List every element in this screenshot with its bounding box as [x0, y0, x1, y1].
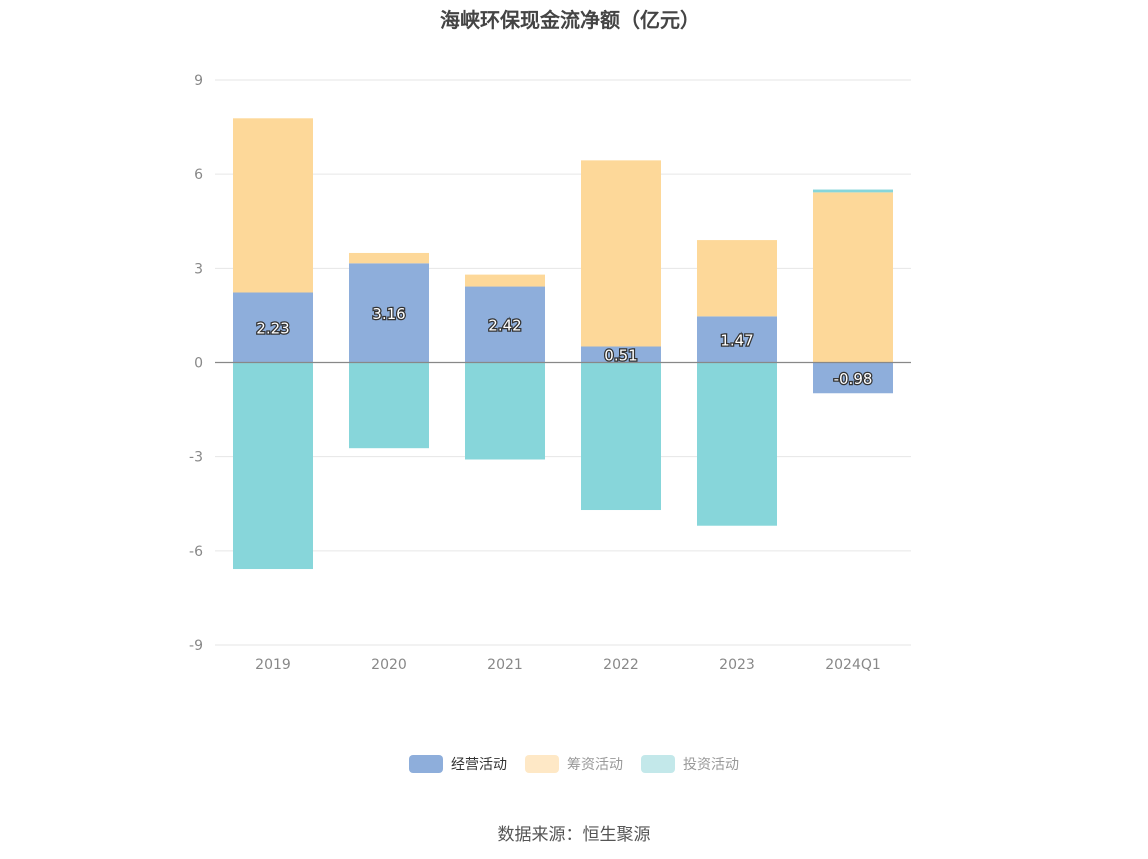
legend-label: 经营活动	[451, 757, 507, 773]
data-label: 2.23	[256, 320, 289, 338]
data-label: 3.16	[372, 305, 405, 323]
x-tick-label: 2023	[719, 657, 755, 673]
legend-swatch	[525, 755, 559, 773]
axes: 9 6 3 0 -3 -6 -9 2019 2020 2021 2022 2023 2024Q1	[189, 73, 911, 673]
x-tick-label: 2019	[255, 657, 291, 673]
bar-3-2019[interactable]	[233, 362, 313, 570]
x-tick-label: 2024Q1	[825, 657, 881, 673]
bar-1-2023[interactable]	[697, 316, 777, 363]
bar-2-2021[interactable]	[465, 274, 545, 287]
bar-3-2021[interactable]	[465, 362, 545, 460]
bars	[233, 118, 893, 570]
chart-plot: 9 6 3 0 -3 -6 -9 2019 2020 2021 2022 2023 2024Q1 2.2…	[189, 73, 911, 673]
bar-1-2022[interactable]	[581, 346, 661, 363]
bar-2-2020[interactable]	[349, 252, 429, 264]
source-note: 数据来源：恒生聚源	[497, 825, 651, 845]
data-label: 1.47	[720, 331, 753, 349]
legend: 经营活动 筹资活动 投资活动	[0, 754, 1148, 774]
y-tick-label: 3	[194, 261, 203, 277]
chart-title: 海峡环保现金流净额（亿元）	[440, 8, 700, 32]
bar-2-2024Q1[interactable]	[813, 192, 893, 363]
data-labels: 2.23 3.16 2.42 0.51 1.47 -0.98	[255, 304, 874, 389]
legend-item[interactable]: 投资活动	[641, 754, 739, 774]
y-tick-label: -9	[189, 638, 203, 654]
legend-label: 筹资活动	[567, 757, 623, 773]
bar-3-2024Q1[interactable]	[813, 189, 893, 193]
data-label: 2.42	[488, 317, 521, 335]
bar-3-2023[interactable]	[697, 362, 777, 526]
data-label: 0.51	[604, 346, 637, 364]
bar-3-2020[interactable]	[349, 362, 429, 449]
legend-label: 投资活动	[683, 757, 739, 773]
bar-1-2024Q1[interactable]	[813, 362, 893, 394]
bar-1-2020[interactable]	[349, 263, 429, 363]
legend-swatch	[641, 755, 675, 773]
bar-2-2023[interactable]	[697, 240, 777, 317]
bar-1-2021[interactable]	[465, 286, 545, 363]
y-tick-label: 6	[194, 167, 203, 183]
x-tick-label: 2020	[371, 657, 407, 673]
bar-2-2022[interactable]	[581, 160, 661, 347]
x-tick-label: 2022	[603, 657, 639, 673]
y-tick-label: -6	[189, 544, 203, 560]
legend-swatch	[409, 755, 443, 773]
y-tick-label: -3	[189, 450, 203, 466]
data-label: -0.98	[834, 370, 873, 388]
x-tick-label: 2021	[487, 657, 523, 673]
y-tick-label: 0	[194, 356, 203, 372]
legend-item[interactable]: 经营活动	[409, 754, 507, 774]
bar-2-2019[interactable]	[233, 118, 313, 293]
legend-item[interactable]: 筹资活动	[525, 754, 623, 774]
bar-3-2022[interactable]	[581, 362, 661, 511]
bar-1-2019[interactable]	[233, 292, 313, 363]
y-tick-label: 9	[194, 73, 203, 89]
